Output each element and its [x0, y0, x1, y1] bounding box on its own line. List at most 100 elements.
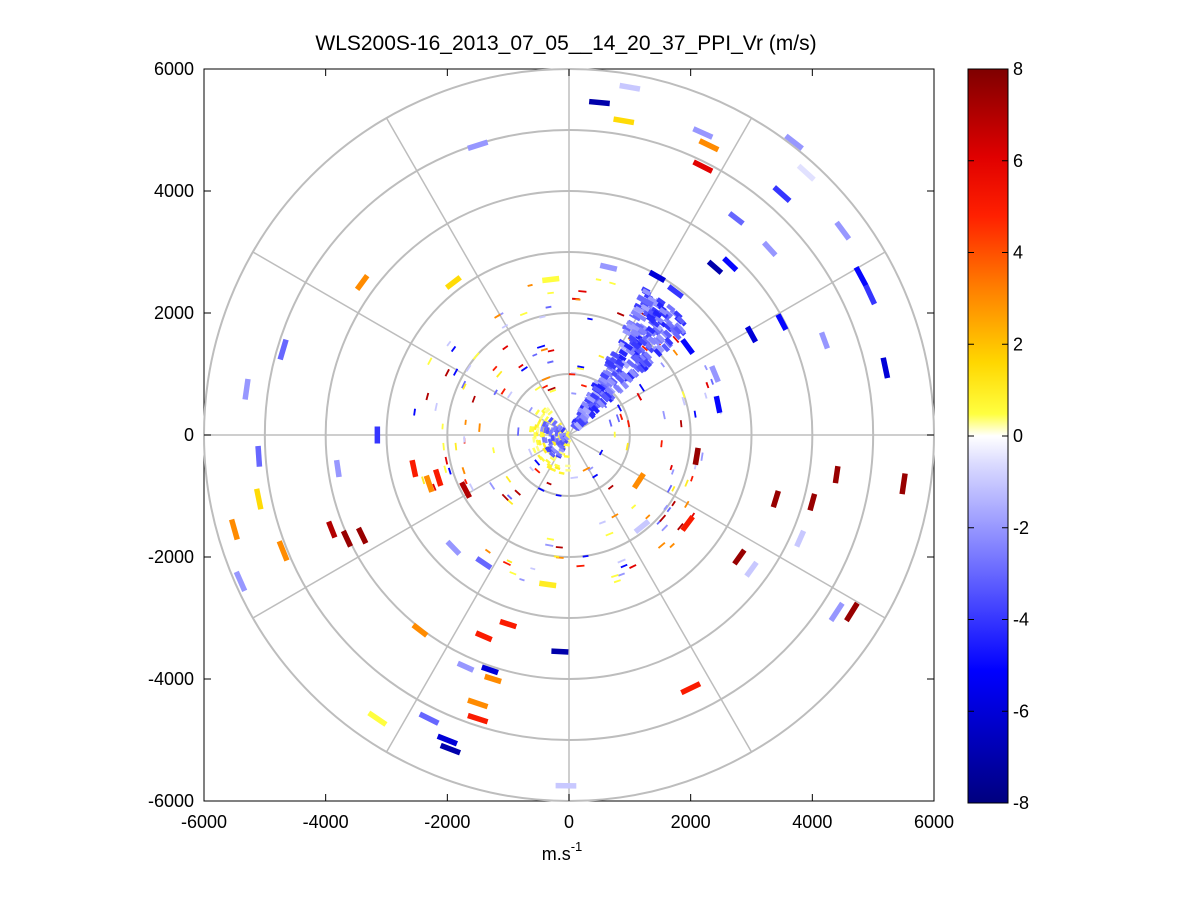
velocity-cell: [326, 520, 338, 539]
velocity-cell: [652, 309, 663, 319]
colorbar-tick-label: 2: [1013, 334, 1023, 354]
velocity-cell: [643, 358, 652, 368]
velocity-cell: [552, 424, 558, 432]
velocity-cell: [558, 447, 565, 453]
velocity-cell: [744, 560, 759, 578]
velocity-cell: [574, 419, 584, 428]
velocity-cell: [612, 384, 622, 394]
velocity-cell: [546, 537, 555, 541]
velocity-cell: [618, 348, 628, 358]
y-tick-label: 6000: [154, 59, 194, 79]
velocity-cell: [254, 488, 264, 510]
velocity-cell: [505, 475, 512, 483]
velocity-cell: [276, 540, 290, 562]
velocity-cell: [632, 345, 643, 355]
velocity-cell: [551, 648, 569, 655]
velocity-cell: [637, 313, 647, 322]
colorbar-tick-label: -4: [1013, 610, 1029, 630]
velocity-cell: [539, 431, 543, 438]
velocity-cell: [543, 406, 550, 413]
velocity-cell: [443, 465, 448, 473]
velocity-cell: [621, 324, 632, 333]
velocity-cell: [549, 456, 556, 462]
velocity-cell: [611, 513, 619, 519]
velocity-cell: [677, 523, 684, 531]
velocity-cell: [796, 163, 816, 182]
velocity-cell: [555, 546, 563, 549]
velocity-cell: [628, 368, 638, 378]
colorbar-ticks: -8 -6 -4 -2 0 2 4 6 8: [968, 59, 1029, 813]
velocity-cell: [502, 560, 511, 566]
axes: -6000 -4000 -2000 0 2000 4000 6000 -6000 -4000 -2…: [148, 59, 954, 832]
velocity-cell: [447, 467, 452, 475]
velocity-cell: [762, 240, 778, 258]
velocity-cell: [619, 413, 624, 421]
y-tick-label: 2000: [154, 303, 194, 323]
velocity-cell: [509, 571, 517, 576]
velocity-cell: [461, 467, 466, 475]
velocity-cell: [605, 531, 614, 537]
velocity-cell: [547, 360, 554, 364]
velocity-cell: [654, 315, 664, 324]
velocity-cell: [558, 444, 565, 450]
velocity-cell: [444, 456, 449, 465]
velocity-cell: [613, 431, 616, 438]
velocity-cell: [669, 464, 673, 471]
velocity-cell: [540, 347, 548, 352]
velocity-cell: [693, 410, 697, 418]
azimuth-spoke: [252, 251, 570, 436]
velocity-cell: [536, 426, 540, 433]
velocity-cell: [489, 482, 496, 490]
colorbar: -8 -6 -4 -2 0 2 4 6 8: [967, 59, 1029, 813]
velocity-cell: [844, 601, 860, 623]
velocity-cell: [433, 468, 444, 487]
velocity-cell: [356, 526, 369, 545]
velocity-cell: [551, 420, 558, 427]
azimuth-spoke: [568, 251, 886, 436]
velocity-cell: [636, 294, 654, 308]
velocity-cell: [444, 368, 450, 377]
velocity-cell: [333, 459, 342, 478]
velocity-cell: [580, 401, 591, 409]
velocity-cell: [834, 220, 852, 241]
velocity-cell: [446, 340, 452, 347]
velocity-cell: [534, 459, 541, 466]
velocity-cell: [636, 364, 646, 374]
velocity-cell: [807, 493, 818, 512]
velocity-cell: [564, 443, 570, 447]
velocity-cell: [601, 392, 611, 402]
velocity-cell: [507, 391, 513, 399]
velocity-cell: [517, 427, 520, 436]
velocity-cell: [671, 469, 675, 475]
velocity-cell: [465, 364, 472, 372]
velocity-cell: [819, 331, 830, 350]
velocity-cell: [570, 476, 578, 479]
velocity-cell: [436, 733, 458, 747]
velocity-cell: [550, 446, 557, 453]
velocity-cell: [531, 426, 535, 432]
velocity-cell: [547, 349, 555, 353]
velocity-cell: [603, 391, 613, 400]
velocity-cell: [575, 298, 581, 301]
velocity-cell: [623, 342, 634, 351]
x-tick-label: 6000: [914, 812, 954, 832]
velocity-cell: [591, 404, 600, 414]
velocity-cell: [630, 341, 641, 350]
velocity-cell: [639, 300, 650, 309]
velocity-cell: [549, 388, 557, 393]
velocity-cell: [663, 504, 669, 511]
velocity-cell: [421, 476, 426, 485]
velocity-cell: [557, 425, 563, 432]
velocity-cell: [680, 681, 702, 696]
velocity-cell: [445, 275, 462, 290]
velocity-cell: [506, 494, 513, 500]
velocity-cell: [501, 323, 509, 329]
velocity-cell: [853, 266, 869, 287]
velocity-cell: [625, 442, 629, 451]
velocity-cell: [550, 434, 555, 441]
velocity-cell: [520, 366, 528, 372]
colorbar-tick-label: 8: [1013, 59, 1023, 79]
y-tick-label: 4000: [154, 181, 194, 201]
velocity-cell: [618, 341, 628, 350]
velocity-cell: [713, 395, 723, 414]
